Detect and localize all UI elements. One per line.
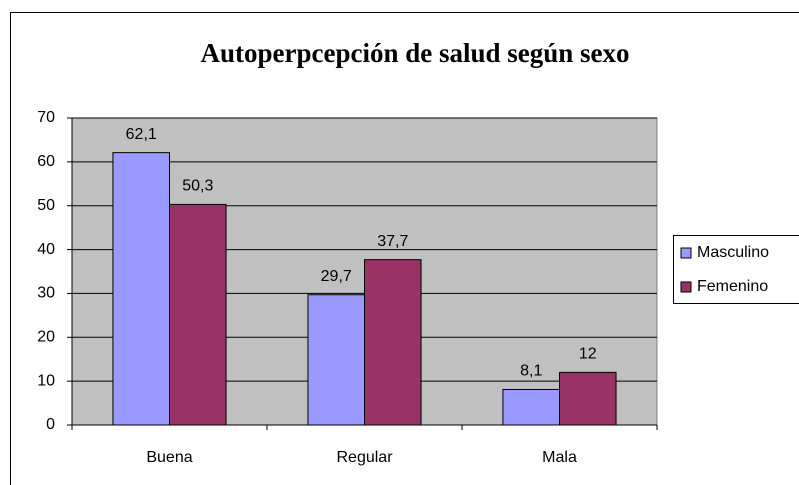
legend-swatch [680,247,692,259]
bar [307,294,366,426]
legend-label: Femenino [697,278,768,295]
bar [559,371,617,426]
value-label: 37,7 [377,233,408,250]
value-label: 62,1 [126,126,157,143]
bar [502,388,561,426]
x-tick-label: Regular [336,449,393,466]
chart-title: Autoperpcepción de salud según sexo [200,38,629,68]
y-tick-label: 30 [37,285,55,302]
y-tick-label: 60 [37,153,55,170]
value-label: 8,1 [520,363,542,380]
bar [112,152,170,426]
x-tick-label: Mala [542,449,577,466]
y-tick-label: 40 [37,241,55,258]
x-tick-label: Buena [146,449,192,466]
legend-box [673,235,799,304]
legend-label: Masculino [697,244,769,261]
y-tick-label: 20 [37,329,55,346]
y-tick-label: 70 [37,109,55,126]
y-tick-label: 50 [37,197,55,214]
y-tick-label: 0 [46,416,55,433]
legend-swatch [680,281,692,293]
value-label: 12 [579,346,597,363]
value-label: 50,3 [182,178,213,195]
bar [364,259,422,426]
bar [169,203,227,426]
value-label: 29,7 [321,268,352,285]
y-tick-label: 10 [37,372,55,389]
